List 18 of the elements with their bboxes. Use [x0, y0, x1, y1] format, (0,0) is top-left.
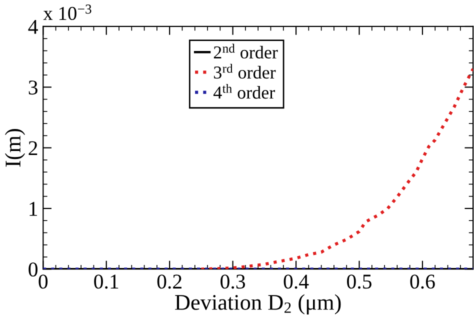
legend-label: 4$^{th}$ order — [213, 84, 275, 99]
y-tick-label: 1 — [30, 202, 38, 216]
legend-label: 3$^{rd}$ order — [214, 64, 276, 79]
legend-label: 2$^{nd}$ order — [214, 44, 278, 59]
x-tick-label: 0.4 — [284, 274, 309, 289]
x-tick-label: 0.2 — [157, 274, 182, 289]
y-tick-label: 3 — [28, 80, 38, 95]
x-tick-label: 0.6 — [410, 274, 435, 289]
x-tick-label: 0.1 — [94, 274, 118, 289]
y-tick-label: 0 — [28, 262, 38, 277]
y-axis-title: I(m) — [4, 129, 26, 167]
x-axis-title: Deviation D$_{2}$ (μm) — [175, 294, 341, 314]
y-tick-label: 4 — [28, 20, 38, 34]
y-tick-label: 2 — [28, 141, 38, 156]
x-tick-label: 0 — [38, 274, 48, 289]
x-tick-label: 0.5 — [347, 274, 372, 289]
text: x 10$^{−3}$ — [43, 4, 92, 20]
x-tick-label: 0.3 — [220, 274, 246, 289]
